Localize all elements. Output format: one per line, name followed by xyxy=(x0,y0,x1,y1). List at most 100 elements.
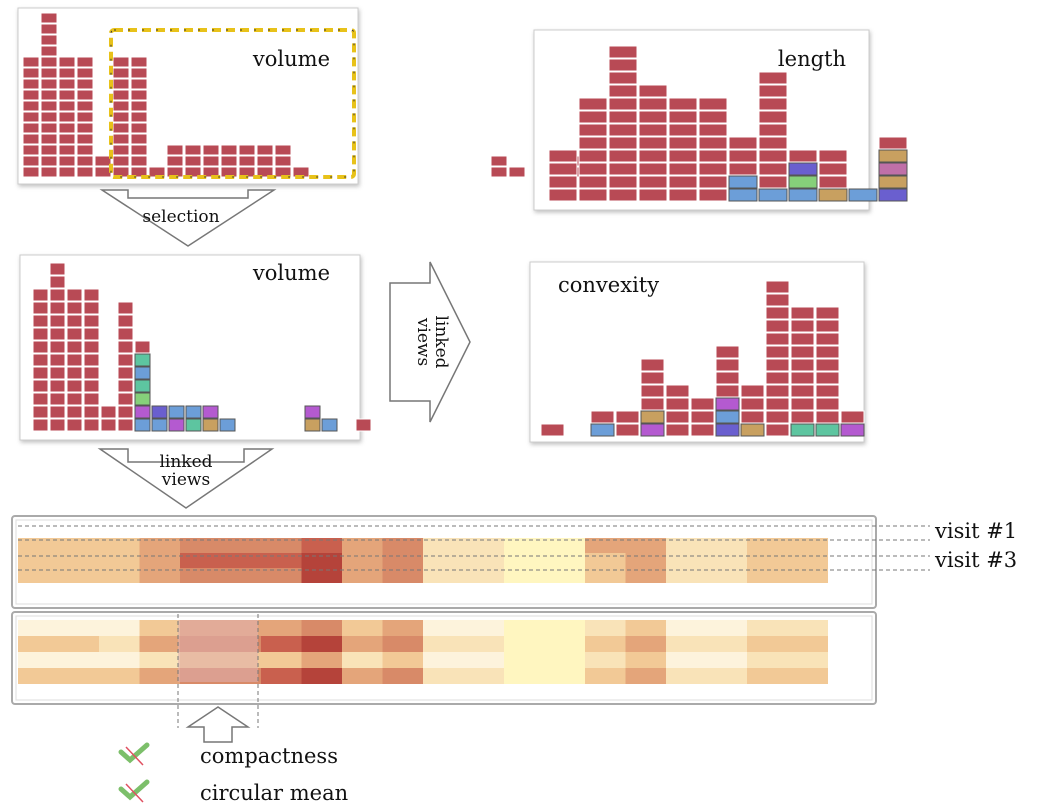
selection-arrow xyxy=(99,189,277,247)
volume-bar-cell xyxy=(58,155,76,167)
volume-bar-cell xyxy=(130,89,148,101)
heatmap-cell xyxy=(423,668,464,684)
heatmap-cell xyxy=(301,553,342,568)
volume-bar-cell xyxy=(112,56,130,68)
length-bar-cell xyxy=(608,188,638,202)
volume-bar-cell xyxy=(508,166,526,178)
volume-bar-cell xyxy=(76,166,94,178)
heatmap-cell xyxy=(423,620,464,636)
heatmap-cell xyxy=(261,538,302,553)
volume-bar-cell xyxy=(202,144,220,156)
volume-bar-cell xyxy=(40,100,58,112)
length-bar-cell xyxy=(878,149,908,163)
linked-views-down-line1: linked xyxy=(159,452,212,472)
length-bar-cell xyxy=(728,136,758,150)
heatmap-cell xyxy=(99,538,140,553)
volume-bar-cell xyxy=(49,392,66,406)
heatmap-cell xyxy=(666,538,707,553)
length-bar-cell xyxy=(638,162,668,176)
heatmap-cell xyxy=(585,668,626,684)
heatmap-cell xyxy=(58,668,99,684)
convexity-bar-cell xyxy=(690,423,715,437)
convexity-bar-cell xyxy=(790,345,815,359)
volume-bar-cell xyxy=(112,89,130,101)
heatmap-cell xyxy=(787,636,828,652)
length-bar-cell xyxy=(728,162,758,176)
heatmap-cell xyxy=(220,538,261,553)
length-bar-cell xyxy=(668,175,698,189)
heatmap-cell xyxy=(139,553,180,568)
volume-bar-cell xyxy=(40,67,58,79)
volume-bar-cell xyxy=(220,144,238,156)
volume-bar-cell xyxy=(58,78,76,90)
convexity-bar-cell xyxy=(690,410,715,424)
legend-label-circular-mean: circular mean xyxy=(200,781,348,805)
length-bar-cell xyxy=(638,175,668,189)
volume-bar-cell xyxy=(490,166,508,178)
volume-bar-cell xyxy=(58,100,76,112)
convexity-bar-cell xyxy=(640,384,665,398)
volume-bar-cell xyxy=(32,366,49,380)
volume-bar-cell xyxy=(112,78,130,90)
volume-bar-cell xyxy=(490,155,508,167)
convexity-bar-cell xyxy=(815,423,840,437)
heatmap-cell xyxy=(747,620,788,636)
heatmap-cell xyxy=(99,668,140,684)
volume-bar-cell xyxy=(184,155,202,167)
volume-bar-cell xyxy=(168,418,185,432)
length-bar-cell xyxy=(578,188,608,202)
legend-item-circular-mean: circular mean xyxy=(118,779,348,805)
volume-bar-cell xyxy=(58,56,76,68)
volume-bar-cell xyxy=(76,78,94,90)
length-bar-cell xyxy=(818,149,848,163)
volume-bar-cell xyxy=(58,166,76,178)
volume-bar-cell xyxy=(117,327,134,341)
volume-bar-cell xyxy=(49,262,66,276)
heatmap-cell xyxy=(139,636,180,652)
length-bar-cell xyxy=(668,97,698,111)
convexity-bar-cell xyxy=(815,371,840,385)
volume-bar-cell xyxy=(184,144,202,156)
convexity-bar-cell xyxy=(790,397,815,411)
convexity-bar-cell xyxy=(740,384,765,398)
volume-bar-cell xyxy=(40,12,58,24)
volume-bar-cell xyxy=(256,166,274,178)
volume-bar-cell xyxy=(166,144,184,156)
length-bar-cell xyxy=(698,175,728,189)
volume-bar-cell xyxy=(32,301,49,315)
heatmap-cell xyxy=(423,538,464,553)
heatmap-cell xyxy=(544,636,585,652)
length-bar-cell xyxy=(578,97,608,111)
volume-bar-cell xyxy=(49,418,66,432)
volume-bar-cell xyxy=(76,155,94,167)
length-bar-cell xyxy=(578,123,608,137)
convexity-bar-cell xyxy=(715,371,740,385)
feature-arrow-up xyxy=(185,706,251,743)
convexity-bar-cell xyxy=(765,332,790,346)
length-bar-cell xyxy=(608,162,638,176)
volume-bar-cell xyxy=(256,155,274,167)
linked-views-down-line2: views xyxy=(161,470,210,490)
volume-bar-cell xyxy=(304,405,321,419)
volume-bar-cell xyxy=(32,418,49,432)
volume-bar-cell xyxy=(117,418,134,432)
linked-views-arrow-down xyxy=(97,448,275,509)
length-bar-cell xyxy=(578,110,608,124)
heatmap-cell xyxy=(18,538,59,553)
volume-histogram-middle xyxy=(32,262,372,432)
heatmap-cell xyxy=(625,652,666,668)
volume-bar-cell xyxy=(32,353,49,367)
heatmap-cell xyxy=(666,668,707,684)
length-bar-cell xyxy=(608,58,638,72)
linked-views-arrow-right xyxy=(389,261,471,423)
volume-bar-cell xyxy=(32,405,49,419)
volume-bar-cell xyxy=(202,405,219,419)
length-bar-cell xyxy=(668,188,698,202)
volume-bar-cell xyxy=(40,89,58,101)
volume-bar-cell xyxy=(130,155,148,167)
heatmap-cell xyxy=(139,538,180,553)
panel-title-volume-top: volume xyxy=(252,47,330,71)
heatmap-cell xyxy=(585,636,626,652)
heatmap-cell xyxy=(585,553,626,568)
volume-bar-cell xyxy=(22,133,40,145)
